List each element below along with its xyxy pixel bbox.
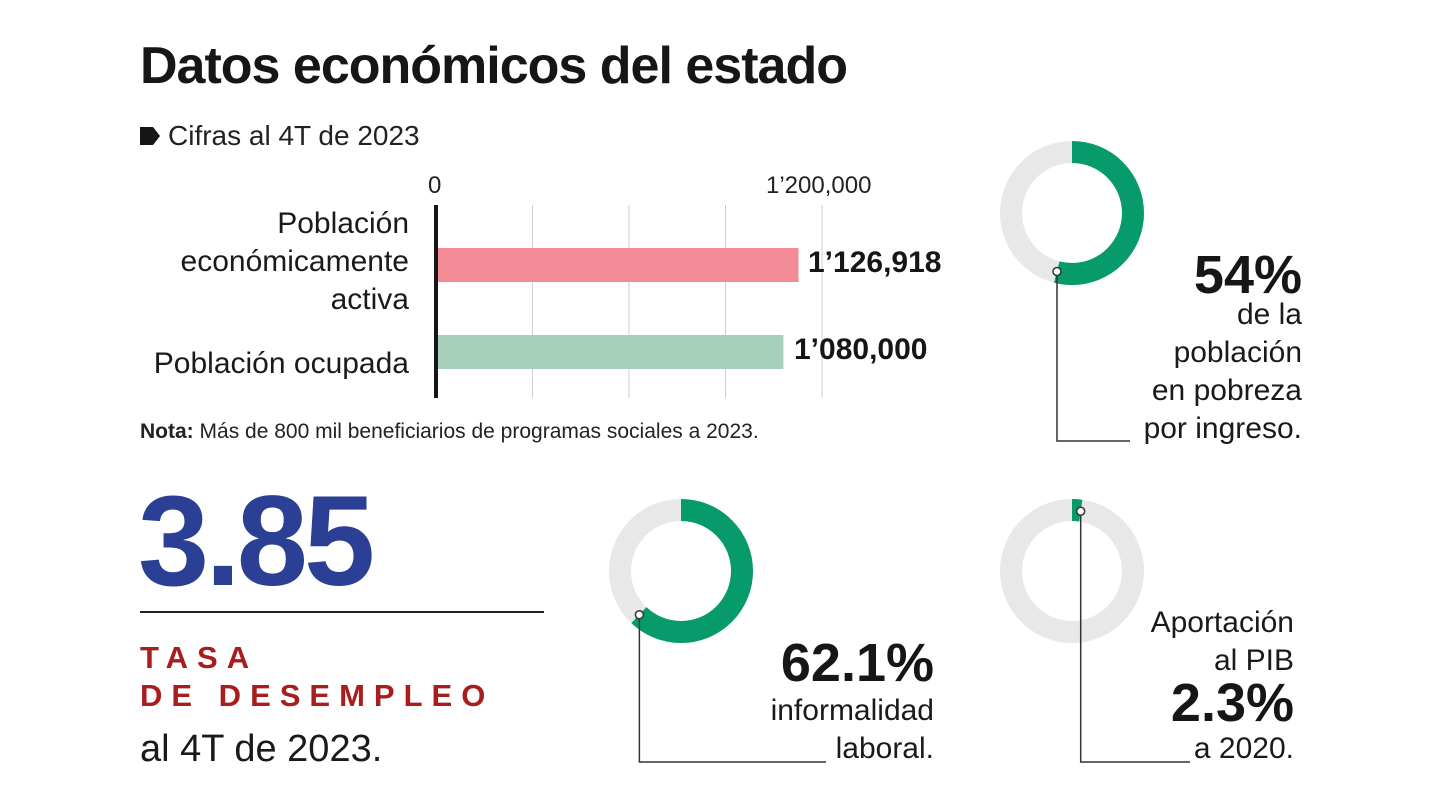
poverty-percent: 54% [1193,245,1302,305]
informality-text-line: informalidad [770,694,934,727]
gdp-donut-arc [1000,499,1144,643]
informality-leader-dot [634,610,645,620]
poverty-text-line: en pobreza [1151,374,1302,407]
x-tick-label-min: 0 [428,172,442,199]
poverty-text-line: población [1173,336,1302,369]
poverty-leader-line [1056,271,1130,442]
informality-donut-arc [609,499,753,643]
rate-label-line-2: DE DESEMPLEO [140,678,495,713]
unemployment-rate-value: 3.85 [138,470,375,613]
subtitle: Cifras al 4T de 2023 [168,120,420,151]
category-label-ocupada: Población ocupada [153,347,409,380]
donut-charts [609,141,1144,643]
informality-text-line: laboral. [835,732,934,765]
x-tick-label-max: 1’200,000 [766,172,872,199]
leader-lines [634,266,1190,763]
subtitle-row: Cifras al 4T de 2023 [140,120,420,152]
rate-subtitle: al 4T de 2023. [140,728,383,770]
poverty-text-line: de la [1236,298,1302,331]
bar-chart-bars [434,205,799,398]
tag-bullet-icon [140,127,160,145]
bar-chart-grid [532,205,823,398]
informality-description: informalidad laboral. [771,692,934,768]
gdp-leader-dot [1075,506,1086,516]
poverty-text-line: por ingreso. [1143,412,1302,445]
page-title: Datos económicos del estado [140,37,848,95]
rate-divider [140,611,544,613]
bar-value-label-ocupada: 1’080,000 [794,333,928,366]
note-text: Más de 800 mil beneficiarios de programa… [199,420,759,443]
gdp-description: Aportación al PIB [1151,604,1294,680]
category-label-pea: Población económicamente activa [149,205,409,319]
bar-value-label-pea: 1’126,918 [808,246,942,279]
poverty-donut-arc [1000,141,1144,285]
category-label-pea-text: Población económicamente activa [180,207,409,316]
informality-leader-line [638,614,826,763]
gdp-percent: 2.3% [1170,673,1294,733]
informality-percent: 62.1% [780,633,934,693]
gdp-year: a 2020. [1193,732,1294,765]
poverty-leader-dot [1052,266,1062,277]
note-label: Nota: [140,420,194,443]
chart-note: Nota: Más de 800 mil beneficiarios de pr… [140,420,759,444]
gdp-text-line: Aportación [1150,606,1294,639]
gdp-leader-line [1079,511,1190,763]
bar-ocupada [436,335,784,369]
rate-label-line-1: TASA [140,640,259,675]
poverty-description: de la población en pobreza por ingreso. [1144,296,1302,448]
gdp-text-line: al PIB [1213,644,1294,677]
gdp-donut-track [1000,499,1144,643]
bar-pea [436,248,799,282]
